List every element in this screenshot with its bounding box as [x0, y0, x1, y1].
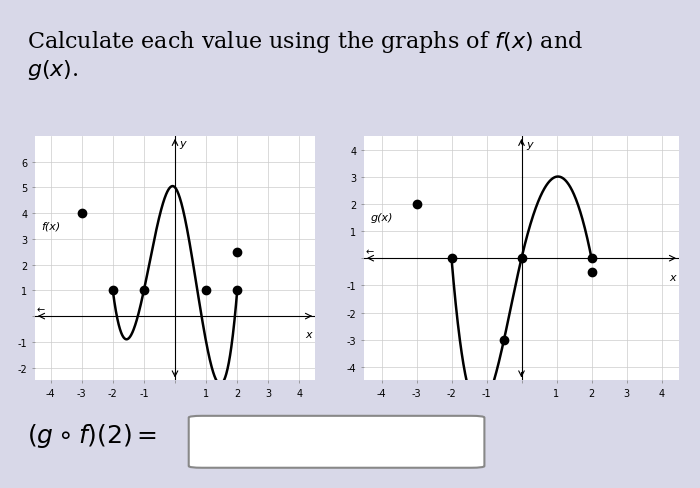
Text: Calculate each value using the graphs of $f(x)$ and
$g(x)$.: Calculate each value using the graphs of…: [27, 29, 584, 82]
Text: ←: ←: [365, 247, 374, 257]
Text: ←: ←: [36, 305, 45, 315]
FancyBboxPatch shape: [189, 416, 484, 468]
Text: f(x): f(x): [41, 222, 60, 231]
Text: x: x: [669, 272, 675, 282]
Text: g(x): g(x): [371, 213, 393, 223]
Text: y: y: [526, 140, 533, 149]
Text: x: x: [305, 329, 312, 339]
Text: y: y: [180, 139, 186, 149]
Text: $(g \circ f)(2) =$: $(g \circ f)(2) =$: [27, 421, 158, 449]
